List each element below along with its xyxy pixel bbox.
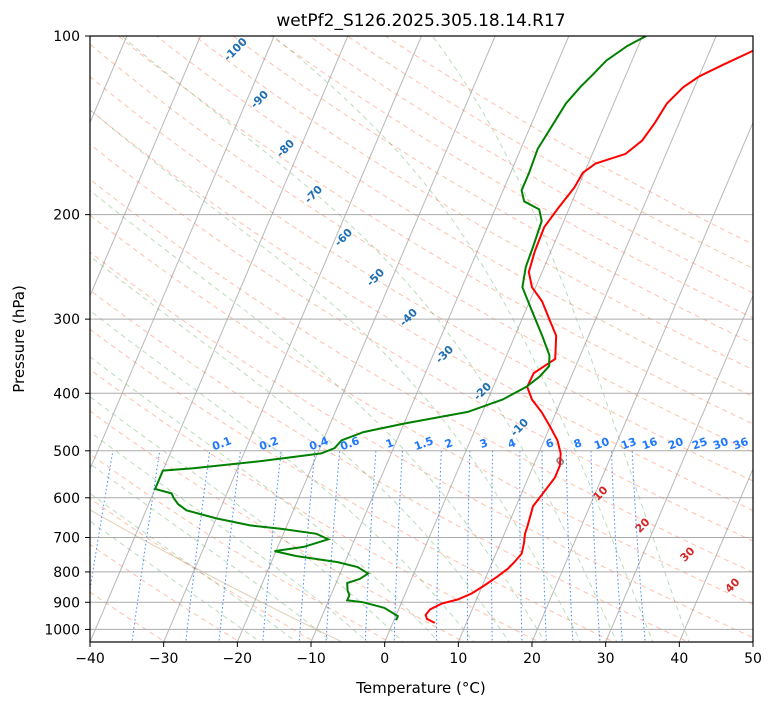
y-tick-label: 900 (53, 595, 80, 611)
plot-frame (89, 35, 754, 643)
plot-area (90, 36, 753, 642)
x-tick-label: 30 (597, 651, 615, 667)
y-tick-label: 700 (53, 531, 80, 547)
dry-adiabat-line (90, 109, 753, 512)
x-axis: −40 −30 −20 −10 0 10 20 30 40 50 (75, 642, 762, 667)
y-axis-label: Pressure (hPa) (10, 285, 28, 393)
dry-adiabat-line (90, 178, 753, 573)
dry-adiabat-line (90, 214, 753, 605)
mixing-ratio-label: 16 (640, 435, 659, 453)
moist-adiabat-line (431, 36, 690, 642)
mixing-ratio-label: 2 (443, 436, 455, 451)
moist-adiabat-line (90, 463, 333, 642)
x-tick-label: −10 (296, 651, 326, 667)
x-tick-label: 50 (744, 651, 762, 667)
x-axis-label: Temperature (°C) (355, 679, 485, 697)
grid (90, 36, 753, 642)
mixing-ratio-label: 30 (711, 435, 730, 453)
mixing-ratio-label: 8 (572, 436, 584, 451)
mixing-ratio-label: 6 (544, 436, 556, 451)
x-tick-label: −40 (75, 651, 105, 667)
y-axis: 100 200 300 400 500 600 700 800 900 1000 (44, 29, 90, 638)
profiles (153, 36, 753, 624)
mixing-ratio-label: 25 (690, 435, 709, 452)
mixing-ratio-label: 1 (384, 436, 396, 451)
x-tick-label: −30 (149, 651, 179, 667)
moist-adiabat-line (90, 356, 440, 642)
mixing-ratio-label: 3 (478, 436, 490, 451)
y-tick-label: 400 (53, 386, 80, 402)
isotherm-line (752, 640, 753, 642)
y-tick-label: 800 (53, 565, 80, 581)
isotherm-line (457, 36, 717, 642)
isotherm-line (90, 36, 201, 297)
y-tick-label: 200 (53, 208, 80, 224)
x-tick-label: 40 (670, 651, 688, 667)
mixing-ratio-label: 0.4 (307, 434, 330, 453)
x-tick-label: 0 (380, 651, 389, 667)
mixing-ratio-label: 36 (731, 435, 750, 453)
dry-adiabat-line (90, 43, 753, 453)
mixing-ratio-label: 10 (592, 435, 611, 453)
mixing-ratio-label: 20 (666, 435, 685, 453)
dry-adiabat-line (90, 410, 466, 642)
temperature-profile (424, 49, 753, 624)
isotherm-line (384, 36, 643, 642)
mixing-ratio-label: 13 (619, 435, 638, 452)
dry-adiabat-line (232, 36, 753, 345)
isotherm-line (531, 121, 753, 642)
dewpoint-profile (153, 36, 647, 621)
isotherm-line (90, 36, 349, 642)
x-tick-label: −20 (223, 651, 253, 667)
x-tick-label: 20 (523, 651, 541, 667)
mixing-ratio-label: 0.2 (257, 434, 280, 453)
chart-title: wetPf2_S126.2025.305.18.14.R17 (276, 11, 565, 31)
isotherm-line (678, 467, 753, 642)
y-tick-label: 600 (53, 491, 80, 507)
y-tick-label: 100 (53, 29, 80, 45)
y-tick-label: 300 (53, 312, 80, 328)
mixing-ratio-label: 1.5 (412, 434, 435, 453)
moist-adiabat-line (90, 255, 511, 642)
isotherm-line (236, 36, 496, 642)
dry-adiabat-line (270, 36, 753, 319)
isotherm-line (163, 36, 422, 642)
y-tick-label: 1000 (44, 622, 80, 638)
mixing-ratio-label: 0.1 (210, 434, 233, 453)
isotherm-line (90, 36, 275, 471)
moist-adiabat-line (90, 492, 298, 642)
isotherm-line (605, 294, 753, 642)
moist-adiabat-line (90, 396, 404, 642)
x-tick-label: 10 (449, 651, 467, 667)
mixing-ratio-label: 4 (506, 436, 518, 451)
isotherm-line (310, 36, 570, 642)
y-tick-label: 500 (53, 444, 80, 460)
